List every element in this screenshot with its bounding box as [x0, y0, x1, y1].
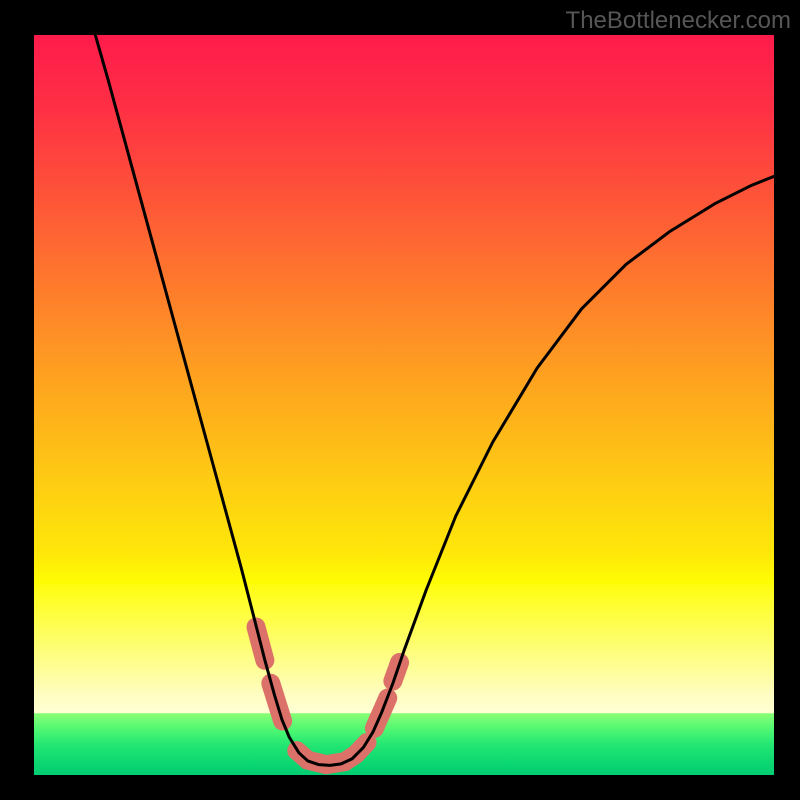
bottleneck-curve — [93, 35, 774, 765]
watermark-text: TheBottlenecker.com — [566, 7, 791, 35]
chart-plot-area — [34, 35, 774, 775]
chart-svg — [34, 35, 774, 775]
